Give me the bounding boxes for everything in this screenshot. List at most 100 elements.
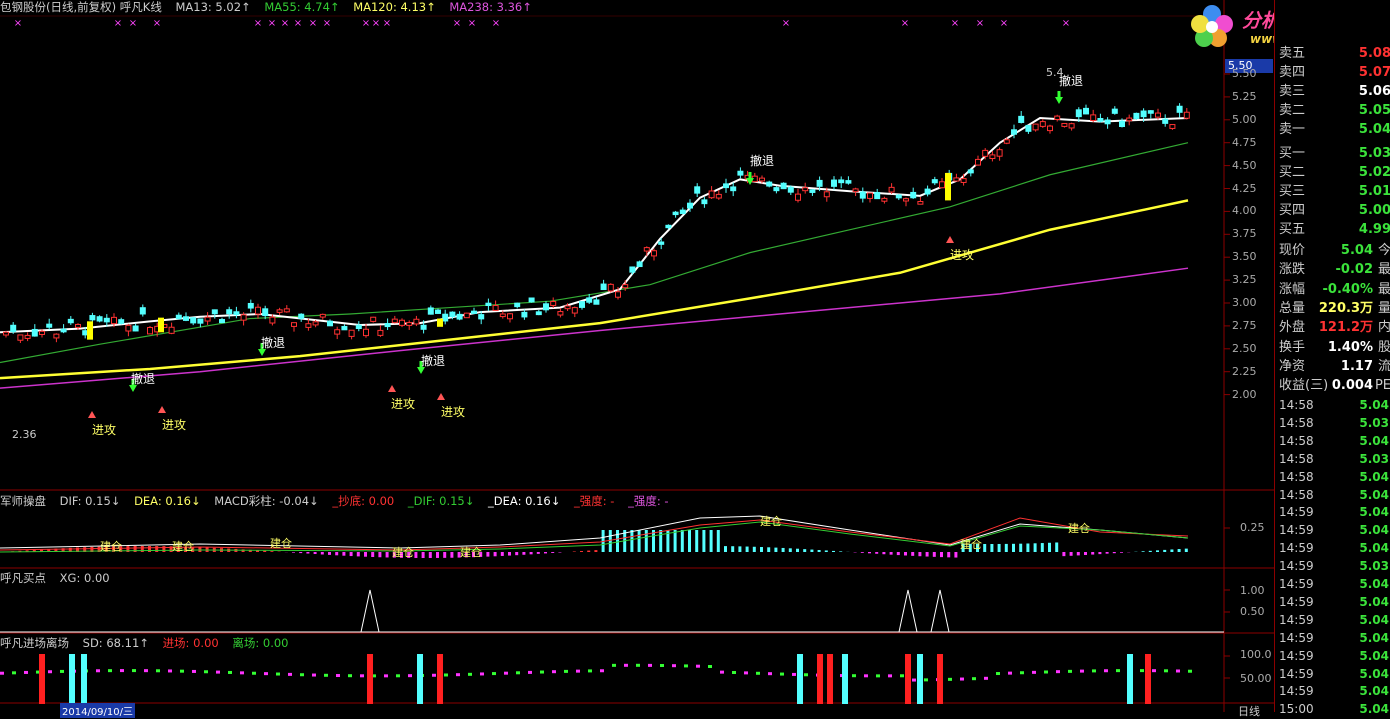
macd-bar bbox=[414, 552, 417, 558]
macd-bar bbox=[861, 552, 864, 553]
macd-bar bbox=[1055, 542, 1058, 552]
period-label[interactable]: 日线 bbox=[1238, 703, 1260, 719]
signal-marker: × bbox=[901, 18, 909, 29]
sd-dot bbox=[120, 669, 124, 672]
chart-area[interactable]: ×××××××××××××××××××××× 包钢股份(日线,前复权) 呼凡K线… bbox=[0, 0, 1274, 712]
signal-marker: × bbox=[1062, 18, 1070, 29]
attack-label-1: 进攻 bbox=[92, 421, 116, 438]
orderbook-price: 5.01 bbox=[1359, 182, 1390, 201]
macd-bar bbox=[609, 530, 612, 552]
candle-body bbox=[889, 187, 894, 192]
candle-body bbox=[392, 319, 397, 323]
sd-dot bbox=[1140, 669, 1144, 672]
signal-marker: × bbox=[323, 18, 331, 29]
orderbook-label: 卖三 bbox=[1279, 82, 1305, 101]
sd-dot bbox=[1080, 670, 1084, 673]
high-price-label: 5.4 bbox=[1046, 66, 1064, 79]
quote-value: -0.40% bbox=[1323, 280, 1374, 299]
sd-dot bbox=[144, 669, 148, 672]
sd-dot bbox=[1104, 669, 1108, 672]
signal-marker: × bbox=[492, 18, 500, 29]
orderbook-label: 卖二 bbox=[1279, 101, 1305, 120]
quote-label: 换手 bbox=[1279, 338, 1305, 357]
orderbook-label: 买一 bbox=[1279, 144, 1305, 163]
quote-extra: 股 bbox=[1378, 338, 1390, 357]
macd-bar: MACD彩柱: -0.04↓ bbox=[214, 494, 318, 508]
candle-body bbox=[731, 187, 736, 191]
macd-bar bbox=[1170, 549, 1173, 552]
candle-body bbox=[932, 180, 937, 183]
macd-dea2: _DEA: 0.16↓ bbox=[488, 494, 560, 508]
candle-body bbox=[1004, 140, 1009, 143]
candle-body bbox=[846, 181, 851, 184]
candle-body bbox=[335, 330, 340, 334]
attack-arrow-icon bbox=[946, 236, 954, 243]
ma120-label: MA120: 4.13↑ bbox=[353, 0, 436, 14]
tick-price: 5.04 bbox=[1359, 593, 1389, 611]
sd-value: SD: 68.11↑ bbox=[83, 636, 149, 650]
sd-dot bbox=[780, 673, 784, 676]
attack-label-2: 进攻 bbox=[162, 416, 186, 433]
candle-body bbox=[832, 180, 837, 186]
macd-bar bbox=[724, 546, 727, 552]
sd-dot bbox=[408, 674, 412, 677]
candle-body bbox=[860, 192, 865, 198]
candle-body bbox=[270, 317, 275, 323]
candle-body bbox=[371, 317, 376, 321]
sd-dot bbox=[624, 664, 628, 667]
quote-value: 5.04 bbox=[1341, 241, 1373, 260]
retreat-label-1: 撤退 bbox=[131, 370, 155, 387]
macd-chaodi: _抄底: 0.00 bbox=[332, 494, 394, 508]
tick-time: 14:58 bbox=[1279, 450, 1314, 468]
sd-bar bbox=[417, 654, 423, 704]
attack-label-4: 进攻 bbox=[441, 403, 465, 420]
sd-dot bbox=[588, 669, 592, 672]
sd-dot bbox=[204, 670, 208, 673]
quote-row: 涨幅-0.40%最 bbox=[1279, 280, 1390, 299]
candle-body bbox=[248, 303, 253, 308]
macd-bar bbox=[1120, 552, 1123, 553]
candle-body bbox=[292, 323, 297, 327]
y-tick-label: 3.25 bbox=[1232, 273, 1274, 286]
candle-body bbox=[716, 194, 721, 198]
macd-bar bbox=[551, 552, 554, 553]
ma238-line bbox=[0, 268, 1188, 388]
candle-body bbox=[140, 308, 145, 314]
retreat-label-4: 撤退 bbox=[750, 152, 774, 169]
sd-bar bbox=[39, 654, 45, 704]
candle-body bbox=[457, 314, 462, 319]
candle-body bbox=[1040, 122, 1045, 127]
sd-dot bbox=[648, 664, 652, 667]
flower-logo-icon bbox=[1188, 2, 1236, 50]
macd-bar bbox=[659, 530, 662, 552]
quote-extra: 最 bbox=[1378, 260, 1390, 279]
sd-dot bbox=[0, 672, 4, 675]
sd-dot bbox=[432, 674, 436, 677]
signal-marker: × bbox=[372, 18, 380, 29]
sd-dot bbox=[1092, 669, 1096, 672]
attack-label-5: 进攻 bbox=[950, 246, 974, 263]
signal-marker: × bbox=[268, 18, 276, 29]
tick-price: 5.03 bbox=[1359, 414, 1389, 432]
macd-bar bbox=[292, 552, 295, 553]
sd-dot bbox=[744, 671, 748, 674]
attack-arrow-icon bbox=[388, 385, 396, 392]
macd-bar bbox=[357, 552, 360, 556]
candle-body bbox=[76, 324, 81, 327]
candle-body bbox=[18, 335, 23, 340]
sd-dot bbox=[132, 669, 136, 672]
sd-dot bbox=[444, 673, 448, 676]
tick-price: 5.04 bbox=[1359, 486, 1389, 504]
kline-chart[interactable]: ×××××××××××××××××××××× bbox=[0, 0, 1274, 712]
sd-dot bbox=[48, 670, 52, 673]
orderbook-price: 5.07 bbox=[1359, 63, 1390, 82]
